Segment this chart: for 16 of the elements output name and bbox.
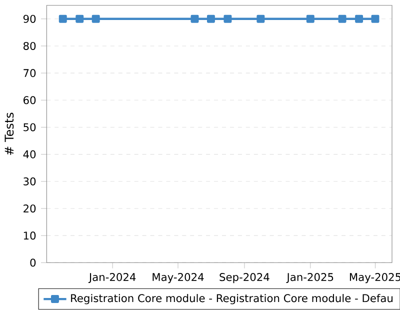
y-tick-label: 30 bbox=[24, 177, 36, 186]
y-tick-label: 50 bbox=[24, 123, 36, 132]
y-tick-label: 20 bbox=[24, 204, 36, 213]
legend-label: Registration Core module - Registration Core module - Defau bbox=[71, 294, 392, 304]
x-tick-label: Sep-2024 bbox=[220, 273, 270, 284]
y-tick-label: 0 bbox=[30, 258, 36, 267]
y-tick-label: 60 bbox=[24, 96, 36, 104]
y-tick-label: 10 bbox=[24, 232, 36, 240]
y-tick-label: 80 bbox=[24, 42, 36, 50]
y-axis-title: # Tests bbox=[4, 112, 14, 155]
y-tick-label: 70 bbox=[24, 69, 36, 78]
y-tick-label: 90 bbox=[23, 14, 36, 23]
x-tick-label: May-2024 bbox=[152, 273, 204, 284]
x-tick-label: Jan-2025 bbox=[286, 273, 334, 284]
y-tick-label: 40 bbox=[23, 150, 36, 158]
x-tick-label: Jan-2024 bbox=[88, 273, 136, 284]
